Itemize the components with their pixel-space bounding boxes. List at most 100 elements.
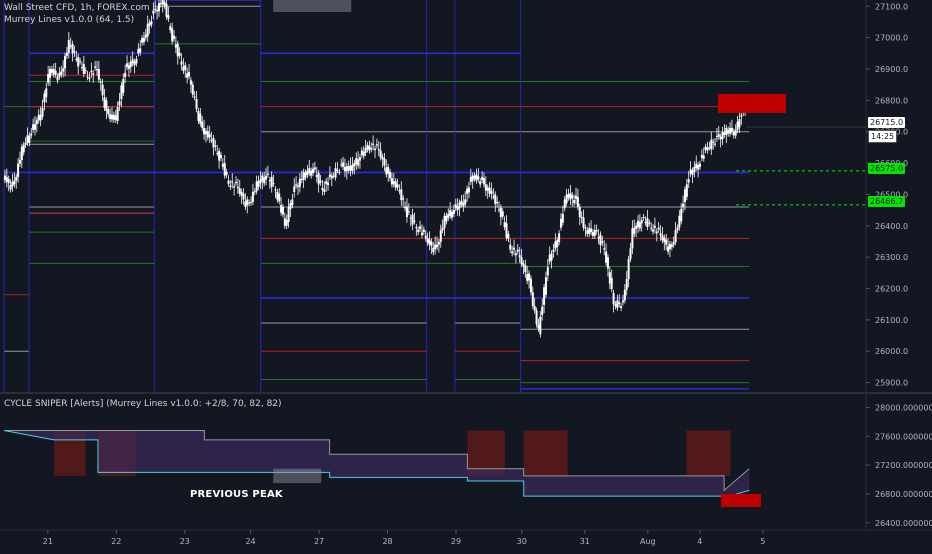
candle-body <box>41 107 44 117</box>
candle-body <box>588 228 591 234</box>
candle-body <box>118 100 121 106</box>
candle-body <box>9 185 12 190</box>
candle-body <box>126 63 129 68</box>
candle-body <box>593 230 596 236</box>
candle-body <box>291 199 294 206</box>
candle-body <box>193 96 196 98</box>
candle-body <box>389 171 392 179</box>
countdown-tag: 14:25 <box>868 130 898 143</box>
candle-body <box>544 277 547 295</box>
candle-body <box>539 316 542 335</box>
candle-body <box>623 289 626 301</box>
candle-body <box>75 58 78 60</box>
candle-body <box>304 172 307 178</box>
candle-body <box>20 146 23 160</box>
candle-body <box>559 218 562 228</box>
green-level-tag-2: 26466.7 <box>868 196 906 207</box>
candle-body <box>15 176 18 181</box>
candle-body <box>37 114 40 121</box>
lower-y-tick-label: 28000.00000000 <box>875 403 932 412</box>
candle-body <box>605 251 608 263</box>
candle-body <box>159 3 162 5</box>
candle-body <box>114 115 117 120</box>
candle-body <box>225 171 228 175</box>
candle-body <box>469 176 472 182</box>
candle-body <box>627 259 630 280</box>
candle-body <box>488 187 491 194</box>
candle-body <box>426 238 429 243</box>
candle-body <box>251 191 254 202</box>
candle-body <box>7 178 10 184</box>
candle-body <box>97 68 100 80</box>
y-tick-label: 26800.0 <box>875 96 908 105</box>
y-tick-label: 26100.0 <box>875 316 908 325</box>
candle-body <box>597 237 600 239</box>
candle-body <box>3 175 6 181</box>
indicator-title[interactable]: Murrey Lines v1.0.0 (64, 1.5) <box>4 15 135 25</box>
candle-body <box>533 306 536 311</box>
candle-body <box>490 190 493 194</box>
candle-body <box>372 143 375 145</box>
candle-body <box>543 287 546 305</box>
candle-body <box>573 200 576 204</box>
candle-body <box>507 233 510 239</box>
candle-body <box>558 233 561 243</box>
candle-body <box>116 107 119 122</box>
candle-body <box>379 150 382 158</box>
candle-body <box>283 218 286 226</box>
candle-body <box>721 132 724 140</box>
candle-body <box>727 129 730 134</box>
candle-body <box>293 186 296 192</box>
candle-body <box>663 237 666 243</box>
candle-body <box>231 181 234 183</box>
candle-body <box>479 181 482 185</box>
candle-body <box>620 306 623 308</box>
candle-body <box>697 164 700 170</box>
candle-body <box>531 292 534 307</box>
candle-body <box>24 143 27 145</box>
chart-legend: Wall Street CFD, 1h, FOREX.com Murrey Li… <box>4 2 150 26</box>
symbol-title[interactable]: Wall Street CFD, 1h, FOREX.com <box>4 3 150 13</box>
candle-body <box>370 148 373 150</box>
candle-body <box>310 170 313 176</box>
candle-body <box>218 151 221 161</box>
x-tick-label: 24 <box>245 537 255 546</box>
candle-body <box>567 194 570 198</box>
candle-body <box>92 73 95 75</box>
candle-body <box>180 61 183 65</box>
cycle-band-fill <box>4 430 750 498</box>
lower-y-tick-label: 27600.00000000 <box>875 432 932 441</box>
candle-body <box>590 228 593 233</box>
candle-body <box>330 175 333 179</box>
candle-body <box>210 139 213 141</box>
candle-body <box>458 202 461 209</box>
candle-body <box>381 156 384 160</box>
candle-body <box>432 247 435 253</box>
candle-body <box>497 209 500 211</box>
candle-body <box>259 179 262 184</box>
candle-body <box>396 184 399 188</box>
candle-body <box>300 178 303 181</box>
candle-body <box>445 215 448 222</box>
cycle-sniper-title[interactable]: CYCLE SNIPER [Alerts] (Murrey Lines v1.0… <box>4 399 282 409</box>
candle-body <box>54 70 57 75</box>
candle-body <box>548 254 551 262</box>
candle-body <box>319 180 322 183</box>
candle-body <box>734 129 737 136</box>
candle-body <box>377 149 380 151</box>
candle-body <box>112 114 115 120</box>
candle-body <box>535 310 538 325</box>
candle-body <box>263 177 266 184</box>
candle-body <box>287 206 290 223</box>
x-tick-label: 5 <box>760 537 765 546</box>
candle-body <box>646 218 649 228</box>
candle-body <box>670 244 673 248</box>
candle-body <box>691 170 694 175</box>
candle-body <box>695 163 698 169</box>
candle-body <box>250 201 253 203</box>
candle-body <box>360 150 363 155</box>
candle-body <box>680 208 683 222</box>
x-tick-label: 23 <box>180 537 190 546</box>
